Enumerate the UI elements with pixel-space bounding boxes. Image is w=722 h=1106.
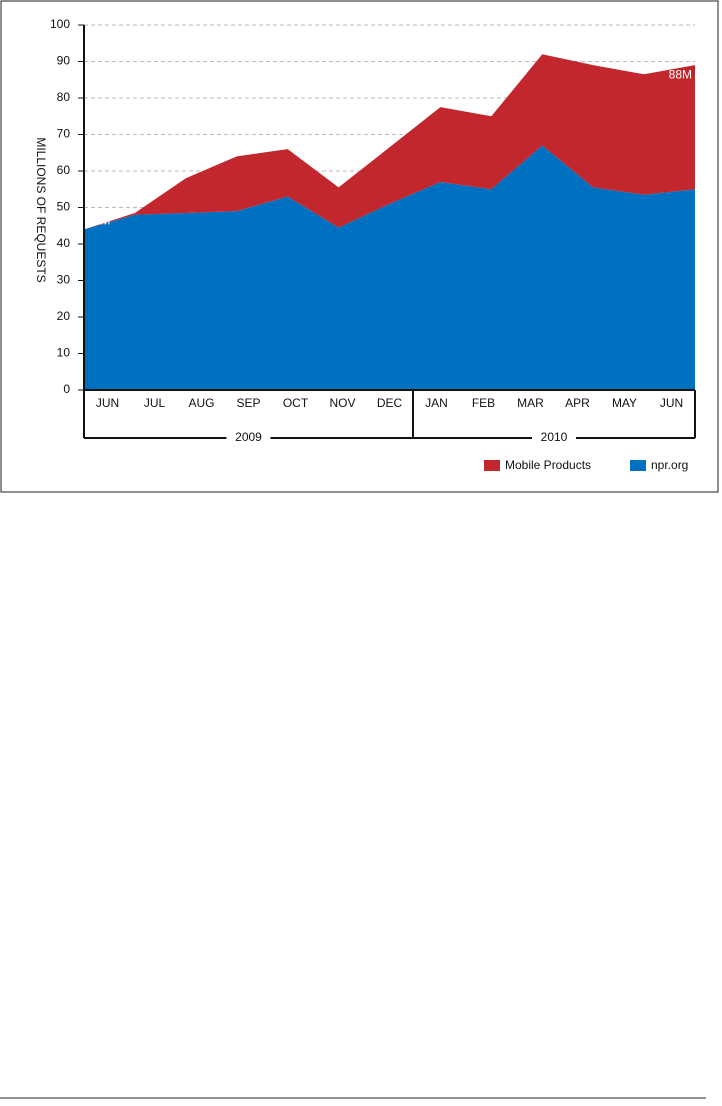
y-tick-label: 0 [63, 382, 70, 396]
x-tick-label: DEC [377, 396, 403, 410]
group-label: 2009 [235, 430, 262, 444]
x-tick-label: MAY [612, 396, 637, 410]
y-tick-label: 50 [57, 200, 71, 214]
legend-swatch [630, 460, 646, 471]
y-tick-label: 70 [57, 127, 71, 141]
y-tick-label: 40 [57, 236, 71, 250]
x-tick-label: JUN [660, 396, 683, 410]
y-tick-label: 80 [57, 90, 71, 104]
y-tick-label: 30 [57, 273, 71, 287]
x-tick-label: NOV [329, 396, 355, 410]
y-tick-label: 90 [57, 54, 71, 68]
area [84, 54, 695, 230]
x-tick-label: FEB [472, 396, 495, 410]
group-label-bg [226, 430, 271, 446]
x-tick-label: OCT [283, 396, 309, 410]
annotation: 43M [87, 214, 110, 228]
x-tick-label: MAR [517, 396, 544, 410]
chart-frame [0, 0, 719, 493]
group-label: 2010 [541, 430, 568, 444]
y-axis-label: MILLIONS OF REQUESTS [34, 137, 48, 282]
x-tick-label: APR [565, 396, 590, 410]
group-label-bg [532, 430, 576, 446]
legend-swatch [484, 460, 500, 471]
y-tick-label: 20 [57, 309, 71, 323]
y-tick-label: 60 [57, 163, 71, 177]
y-tick-label: 10 [57, 346, 71, 360]
x-tick-label: JUL [144, 396, 166, 410]
x-tick-label: JUN [96, 396, 119, 410]
x-tick-label: JAN [425, 396, 448, 410]
legend-label: Mobile Products [505, 458, 591, 472]
annotation: 88M [669, 67, 692, 81]
x-tick-label: AUG [188, 396, 214, 410]
x-tick-label: SEP [236, 396, 260, 410]
area [84, 145, 695, 390]
legend-label: npr.org [651, 458, 688, 472]
y-tick-label: 100 [50, 17, 70, 31]
